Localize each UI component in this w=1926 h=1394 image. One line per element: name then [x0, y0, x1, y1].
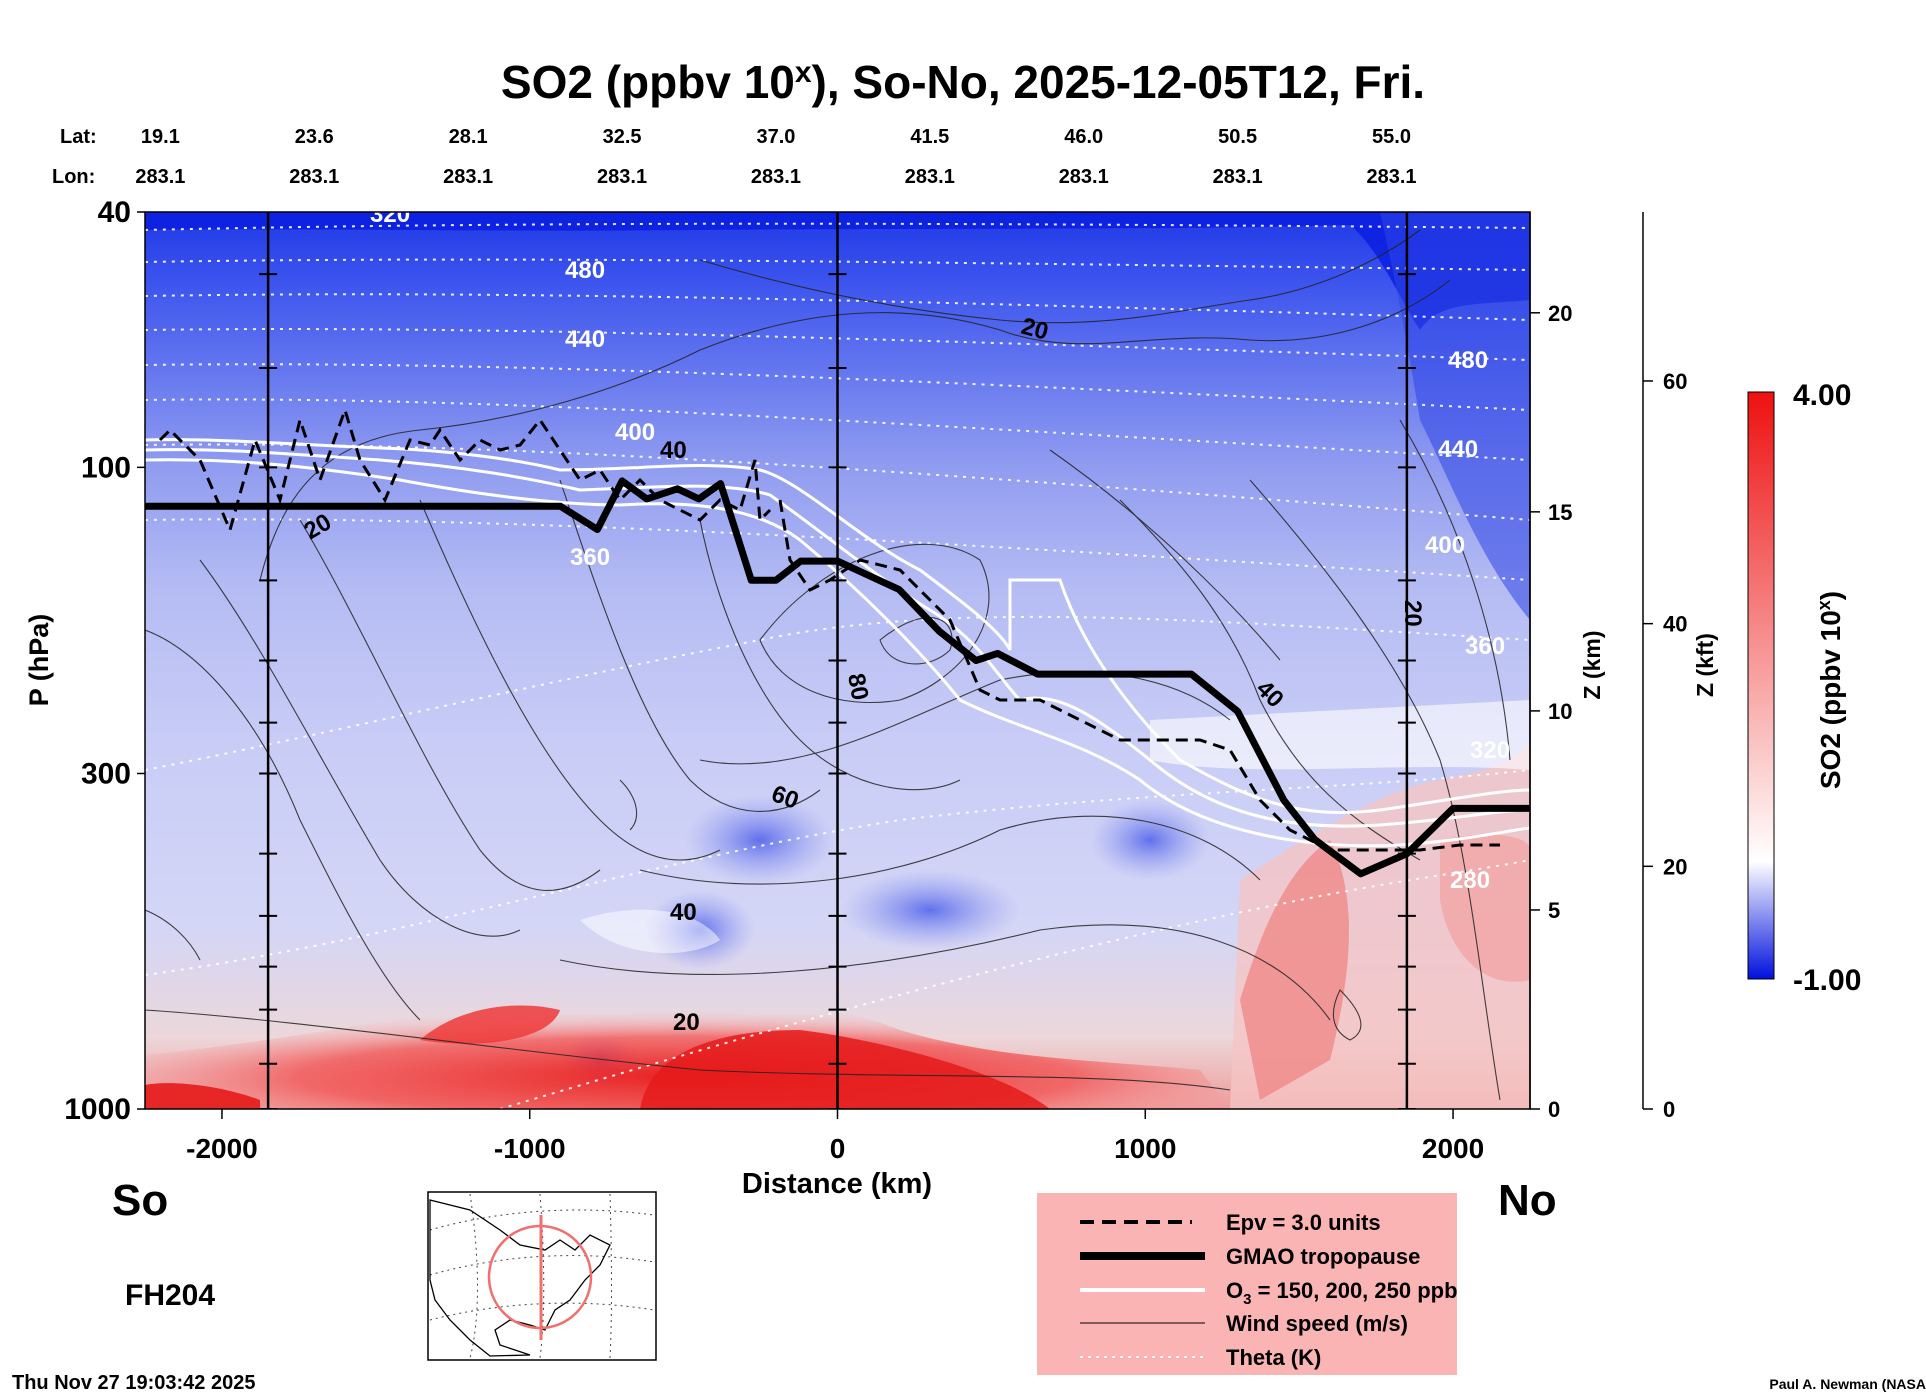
lat-value: 50.5 — [1218, 126, 1257, 148]
x-tick-label: -2000 — [186, 1133, 258, 1164]
lat-value: 23.6 — [295, 126, 334, 148]
wind-speed-contours — [145, 229, 1511, 1101]
gmao-tropopause-line — [145, 477, 1530, 878]
z-kft-tick-label: 0 — [1663, 1097, 1675, 1122]
lat-value: 41.5 — [910, 126, 949, 148]
x-tick-label: -1000 — [494, 1133, 566, 1164]
lat-label: Lat: — [60, 126, 97, 148]
plot-area: 320 480 440 400 360 480 440 400 360 320 … — [145, 201, 1530, 1109]
theta-label: 480 — [1448, 347, 1488, 374]
lon-value: 283.1 — [1366, 166, 1416, 188]
wind-label: 20 — [1399, 600, 1426, 627]
y-tick-label: 100 — [81, 451, 131, 484]
legend-wind-label: Wind speed (m/s) — [1226, 1311, 1408, 1336]
inset-map — [427, 1191, 657, 1361]
z-kft-axis: 0 20 40 60 — [1642, 212, 1687, 1122]
z-kft-tick-label: 60 — [1663, 369, 1687, 394]
south-end-label: So — [112, 1176, 168, 1225]
theta-label: 440 — [565, 326, 605, 353]
lat-value: 28.1 — [449, 126, 488, 148]
lat-lon-header: 19.1 283.1 23.6 283.1 28.1 283.1 32.5 283.1 37.0… — [135, 126, 1416, 188]
y-axis-label: P (hPa) — [24, 614, 54, 707]
legend-theta-label: Theta (K) — [1226, 1345, 1321, 1370]
x-tick-label: 1000 — [1114, 1133, 1176, 1164]
north-end-label: No — [1498, 1176, 1557, 1225]
lon-label: Lon: — [52, 166, 95, 188]
z-kft-axis-label: Z (kft) — [1692, 633, 1718, 697]
wind-label: 80 — [842, 671, 873, 702]
lon-value: 283.1 — [1213, 166, 1263, 188]
theta-label: 480 — [565, 257, 605, 284]
legend-tropopause-label: GMAO tropopause — [1226, 1244, 1420, 1269]
forecast-hour: FH204 — [125, 1279, 215, 1312]
lon-value: 283.1 — [289, 166, 339, 188]
wind-label: 40 — [660, 437, 687, 464]
z-km-tick-label: 5 — [1548, 898, 1560, 923]
lon-value: 283.1 — [443, 166, 493, 188]
theta-label: 320 — [370, 201, 410, 228]
lon-value: 283.1 — [597, 166, 647, 188]
y-tick-label: 300 — [81, 757, 131, 790]
y-axis: 40 100 300 1000 — [64, 196, 145, 1126]
map-coastlines — [429, 1199, 611, 1357]
colorbar-min-label: -1.00 — [1793, 964, 1861, 997]
theta-label: 320 — [1470, 737, 1510, 764]
theta-label: 360 — [570, 544, 610, 571]
legend-ozone-label: O3 = 150, 200, 250 ppb — [1226, 1278, 1458, 1308]
z-km-tick-label: 15 — [1548, 500, 1572, 525]
lat-value: 32.5 — [603, 126, 642, 148]
x-tick-label: 0 — [830, 1133, 846, 1164]
z-km-tick-label: 10 — [1548, 699, 1572, 724]
x-axis: -2000 -1000 0 1000 2000 — [186, 1109, 1484, 1164]
z-km-axis-label: Z (km) — [1579, 631, 1605, 700]
theta-label: 400 — [1425, 532, 1465, 559]
lat-value: 19.1 — [141, 126, 180, 148]
wind-label: 40 — [670, 899, 697, 926]
x-tick-label: 2000 — [1422, 1133, 1484, 1164]
lat-value: 37.0 — [756, 126, 795, 148]
y-tick-label: 1000 — [64, 1093, 131, 1126]
theta-label: 440 — [1438, 436, 1478, 463]
y-tick-label: 40 — [98, 196, 131, 229]
lon-value: 283.1 — [135, 166, 185, 188]
lat-value: 46.0 — [1064, 126, 1103, 148]
z-kft-tick-label: 40 — [1663, 612, 1687, 637]
colorbar — [1747, 391, 1775, 980]
wind-label: 20 — [673, 1009, 700, 1036]
z-km-tick-label: 20 — [1548, 301, 1572, 326]
colorbar-max-label: 4.00 — [1793, 379, 1851, 412]
theta-labels: 320 480 440 400 360 480 440 400 360 320 … — [370, 201, 1510, 894]
legend-epv-label: Epv = 3.0 units — [1226, 1210, 1381, 1235]
vertical-reference-lines — [259, 212, 1416, 1109]
colorbar-label: SO2 (ppbv 10x) — [1814, 591, 1846, 789]
z-kft-tick-label: 20 — [1663, 854, 1687, 879]
chart-title: SO2 (ppbv 10x), So-No, 2025-12-05T12, Fr… — [501, 56, 1425, 108]
lon-value: 283.1 — [751, 166, 801, 188]
theta-label: 400 — [615, 419, 655, 446]
lon-value: 283.1 — [905, 166, 955, 188]
z-km-tick-label: 0 — [1548, 1097, 1560, 1122]
theta-label: 280 — [1450, 867, 1490, 894]
lon-value: 283.1 — [1059, 166, 1109, 188]
generation-timestamp: Thu Nov 27 19:03:42 2025 — [12, 1372, 255, 1394]
author-credit: Paul A. Newman (NASA — [1769, 1376, 1926, 1392]
lat-value: 55.0 — [1372, 126, 1411, 148]
theta-label: 360 — [1465, 633, 1505, 660]
epv-contours — [158, 405, 1500, 852]
z-km-axis: 0 5 10 15 20 — [1530, 301, 1572, 1122]
x-axis-label: Distance (km) — [742, 1168, 932, 1200]
legend: Epv = 3.0 units GMAO tropopause O3 = 150… — [1037, 1193, 1458, 1375]
